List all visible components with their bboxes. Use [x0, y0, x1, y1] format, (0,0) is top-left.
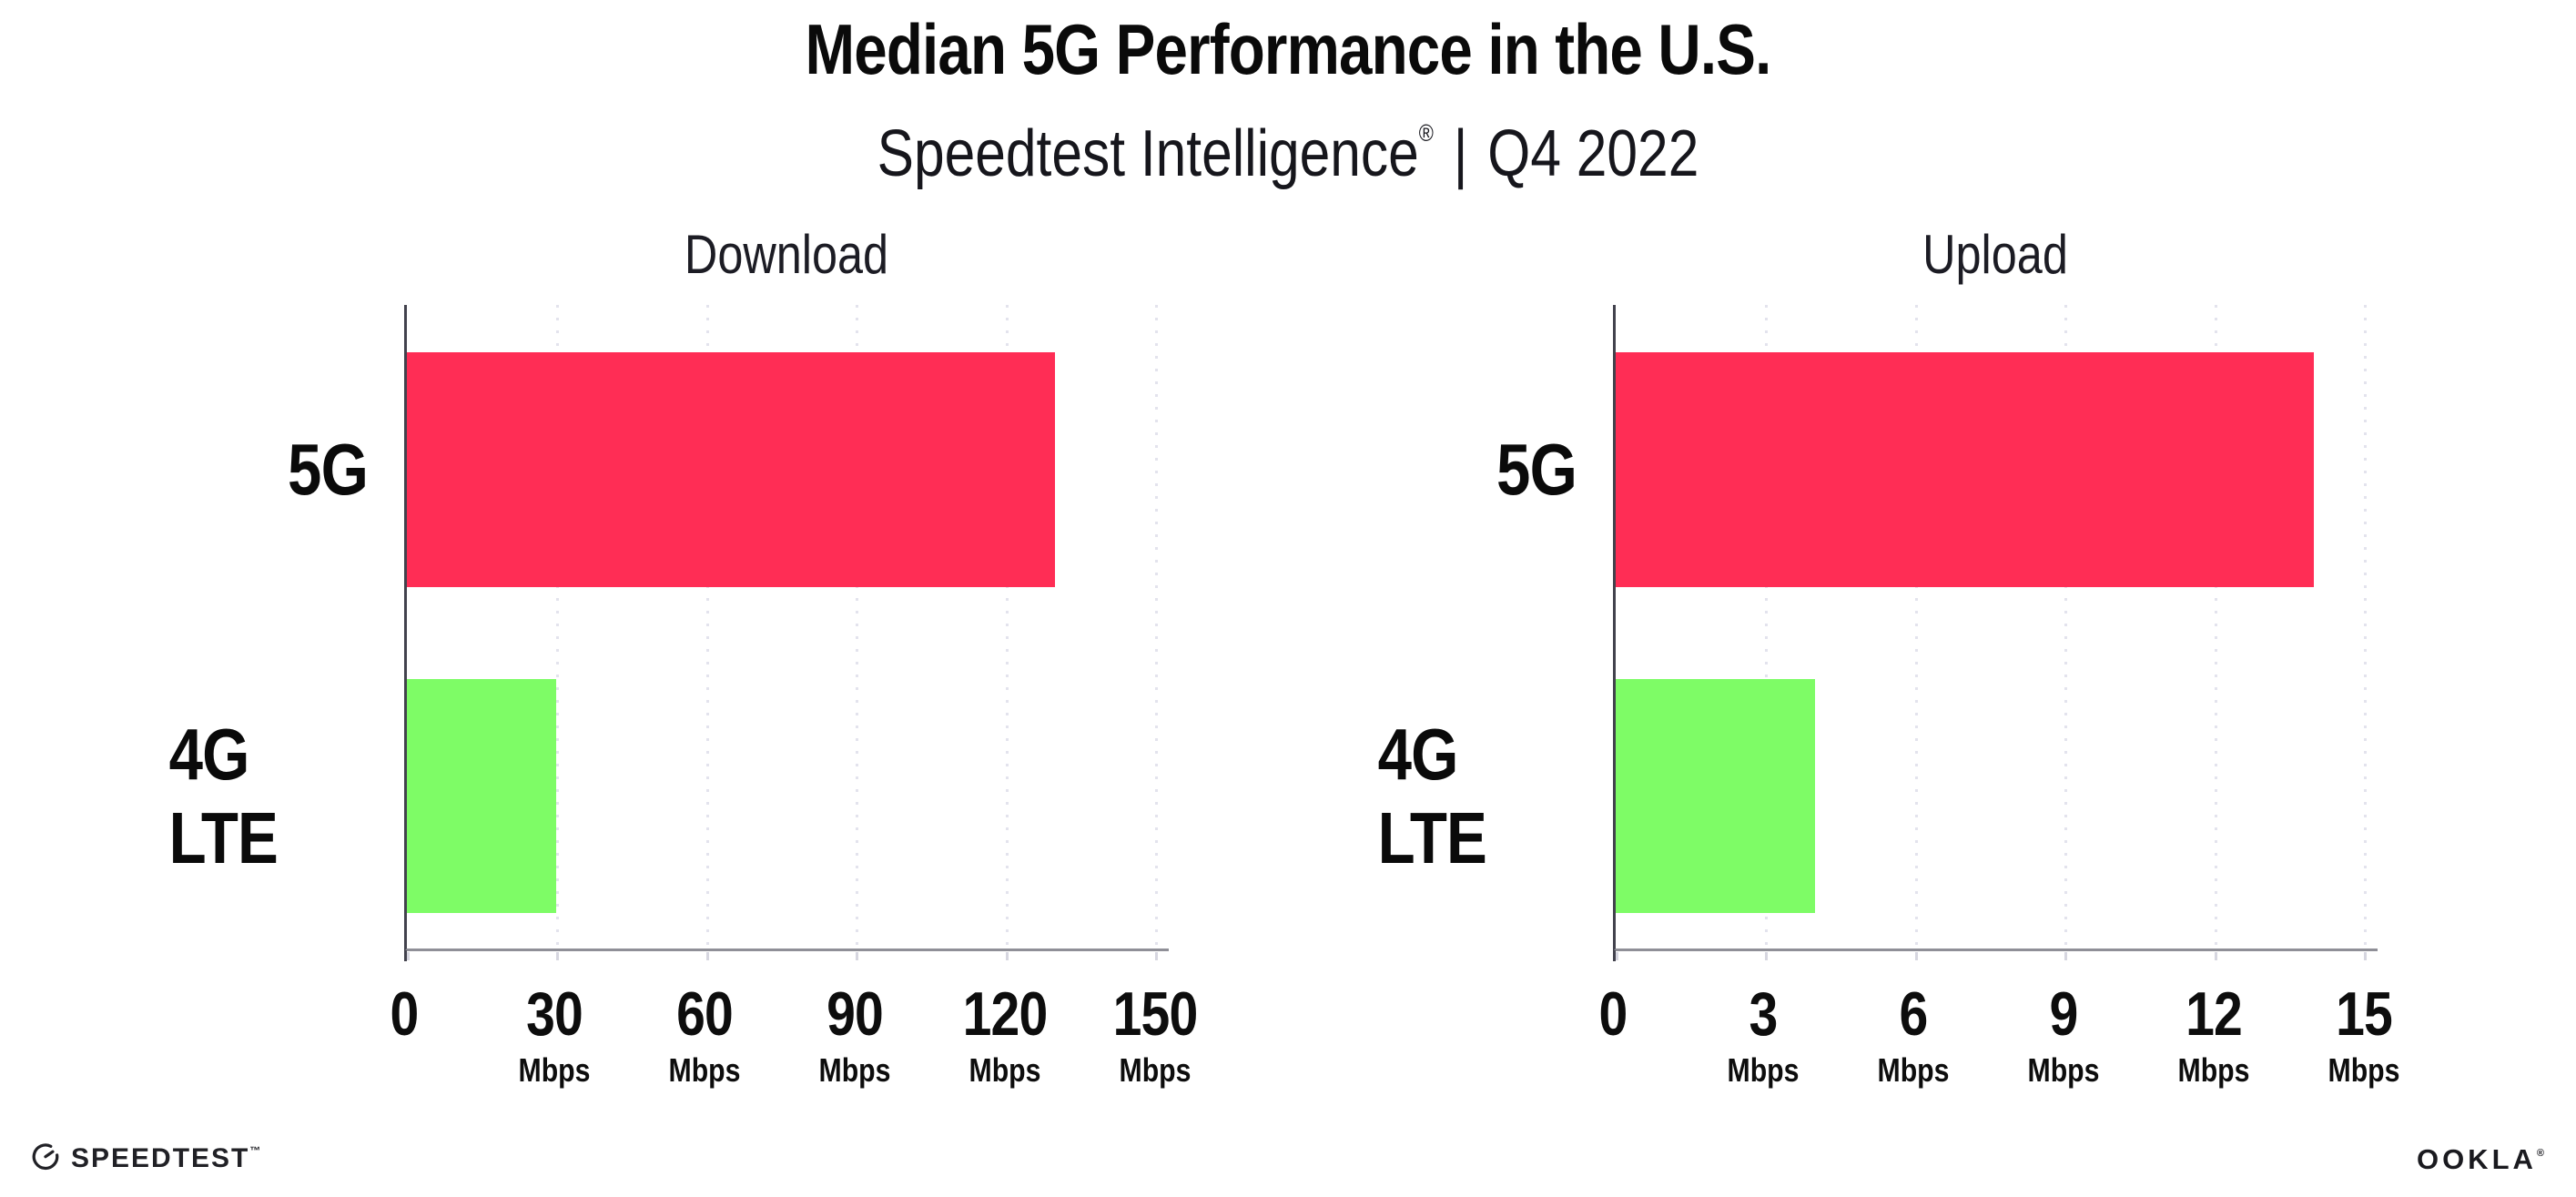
- download-y-axis-labels: 5G 4G LTE: [131, 305, 369, 951]
- gridline: [705, 305, 709, 948]
- header: Median 5G Performance in the U.S. Speedt…: [0, 7, 2576, 196]
- ookla-logo: OOKLA®: [2417, 1143, 2544, 1176]
- upload-x-axis-ticks: 0 3 Mbps 6 Mbps 9 Mbps 12 Mbps 15 Mbps: [1599, 979, 2400, 1127]
- x-tick-label: 60 Mbps: [668, 979, 741, 1089]
- download-chart-title: Download: [684, 224, 889, 285]
- bar-5g-download: [407, 352, 1056, 587]
- x-tick-label: 15 Mbps: [2328, 979, 2400, 1089]
- speedtest-logo: SPEEDTEST™: [30, 1141, 260, 1176]
- page-title: Median 5G Performance in the U.S.: [805, 9, 1772, 89]
- gridline: [1765, 305, 1769, 948]
- x-tick-label: 150 Mbps: [1112, 979, 1199, 1089]
- subtitle-divider: |: [1453, 117, 1468, 190]
- gridline: [556, 305, 560, 948]
- y-label-4g-lte: 4G LTE: [1377, 713, 1487, 878]
- x-tick-label: 90 Mbps: [818, 979, 891, 1089]
- y-label-5g: 5G: [288, 429, 369, 510]
- x-axis-tick-mark: [1155, 952, 1159, 960]
- speedtest-wordmark: SPEEDTEST™: [71, 1142, 261, 1173]
- subtitle-brand: Speedtest Intelligence: [877, 117, 1419, 190]
- x-axis-tick-mark: [2214, 952, 2217, 960]
- x-tick-label: 0: [1598, 979, 1628, 1049]
- gridline: [2214, 305, 2217, 948]
- x-axis-tick-mark: [2364, 952, 2368, 960]
- x-axis-tick-mark: [556, 952, 560, 960]
- x-axis-tick-mark: [1765, 952, 1769, 960]
- x-tick-label: 3 Mbps: [1727, 979, 1800, 1089]
- x-tick-label: 12 Mbps: [2177, 979, 2250, 1089]
- gridline: [2064, 305, 2068, 948]
- x-tick-label: 9 Mbps: [2027, 979, 2100, 1089]
- upload-chart: Upload 5G 4G LTE 0 3 Mbps 6 Mbps 9: [1340, 218, 2400, 1138]
- upload-plot-area: [1613, 305, 2378, 961]
- gridline: [1155, 305, 1159, 948]
- gridline: [1005, 305, 1009, 948]
- download-plot-area: [404, 305, 1169, 961]
- subtitle-period: Q4 2022: [1487, 117, 1699, 190]
- x-axis-tick-mark: [1616, 952, 1618, 960]
- speedtest-gauge-icon: [30, 1141, 61, 1176]
- bar-5g-upload: [1616, 352, 2315, 587]
- x-tick-label: 30 Mbps: [518, 979, 591, 1089]
- x-axis-tick-mark: [1005, 952, 1009, 960]
- x-tick-label: 6 Mbps: [1877, 979, 1950, 1089]
- gridline: [2364, 305, 2368, 948]
- x-tick-label: 0: [390, 979, 420, 1049]
- subtitle: Speedtest Intelligence® | Q4 2022: [206, 91, 2369, 196]
- download-x-axis-ticks: 0 30 Mbps 60 Mbps 90 Mbps 120 Mbps 150 M…: [390, 979, 1199, 1127]
- x-axis-tick-mark: [705, 952, 709, 960]
- bar-4g-lte-download: [407, 679, 557, 913]
- upload-y-axis-labels: 5G 4G LTE: [1340, 305, 1577, 951]
- x-axis-tick-mark: [1914, 952, 1918, 960]
- gridline: [1914, 305, 1918, 948]
- x-axis-tick-mark: [856, 952, 859, 960]
- registered-symbol: ®: [2536, 1148, 2544, 1159]
- y-label-5g: 5G: [1496, 429, 1577, 510]
- ookla-wordmark: OOKLA: [2416, 1143, 2537, 1175]
- trademark-symbol: ™: [249, 1143, 261, 1157]
- x-axis-tick-mark: [407, 952, 410, 960]
- x-tick-label: 120 Mbps: [962, 979, 1049, 1089]
- download-chart: Download 5G 4G LTE 0 30 Mbps 60 Mbps 90: [131, 218, 1199, 1138]
- x-axis-tick-mark: [2064, 952, 2068, 960]
- gridline: [856, 305, 859, 948]
- bar-4g-lte-upload: [1616, 679, 1816, 913]
- upload-chart-title: Upload: [1922, 224, 2068, 285]
- y-label-4g-lte: 4G LTE: [168, 713, 279, 878]
- registered-symbol: ®: [1418, 119, 1434, 147]
